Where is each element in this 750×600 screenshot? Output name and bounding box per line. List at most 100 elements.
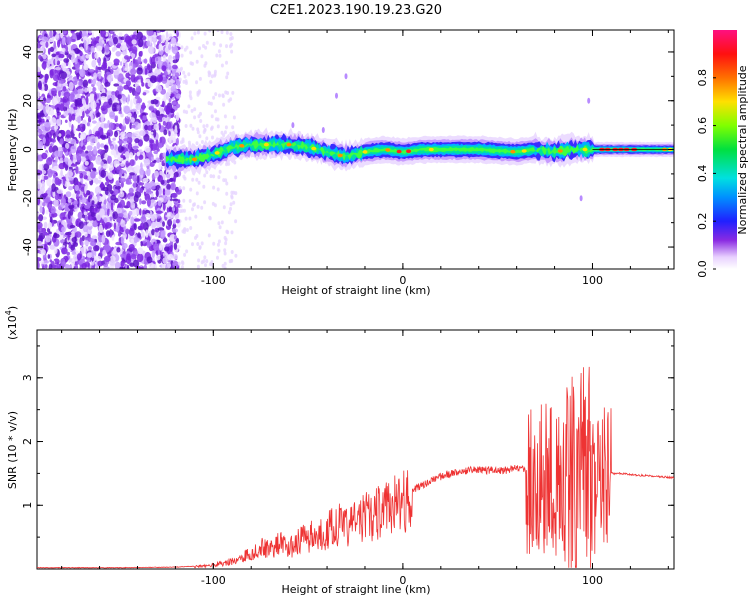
noise-speckle <box>152 98 159 105</box>
noise-speckle <box>203 173 207 178</box>
noise-speckle <box>97 179 102 184</box>
noise-speckle <box>134 95 141 100</box>
noise-speckle <box>123 138 129 142</box>
noise-speckle <box>106 208 110 217</box>
y-tick-label: 3 <box>21 374 34 381</box>
noise-speckle <box>90 170 96 179</box>
spectrogram-panel: -100 0 100 -40 -20 0 20 40 Height of straight … <box>6 29 675 297</box>
noise-speckle <box>153 243 160 251</box>
noise-speckle <box>66 216 72 225</box>
noise-speckle <box>89 94 94 103</box>
noise-speckle <box>90 113 94 121</box>
noise-speckle <box>61 36 66 46</box>
noise-speckle <box>146 167 151 177</box>
noise-speckle <box>202 184 206 189</box>
noise-speckle <box>97 58 100 63</box>
noise-speckle <box>188 93 192 98</box>
noise-speckle <box>120 99 123 103</box>
noise-speckle <box>37 257 42 262</box>
noise-speckle <box>77 211 83 220</box>
noise-speckle <box>210 74 214 79</box>
noise-speckle <box>119 136 125 140</box>
noise-speckle <box>60 62 67 70</box>
noise-speckle <box>109 30 114 35</box>
noise-speckle <box>43 221 48 229</box>
noise-speckle <box>146 213 150 217</box>
noise-speckle <box>195 191 199 196</box>
noise-speckle <box>134 191 142 198</box>
noise-speckle <box>74 57 78 65</box>
noise-speckle <box>44 196 51 203</box>
noise-speckle <box>55 34 60 39</box>
noise-speckle <box>144 146 151 153</box>
noise-speckle <box>179 209 183 214</box>
noise-speckle <box>57 146 63 152</box>
noise-speckle <box>148 105 155 111</box>
noise-speckle <box>107 66 111 70</box>
noise-speckle <box>189 50 193 55</box>
noise-speckle <box>218 53 222 58</box>
noise-speckle <box>87 86 92 92</box>
y-tick-label: -40 <box>21 238 34 256</box>
noise-speckle <box>71 237 78 243</box>
noise-speckle <box>94 255 102 262</box>
noise-speckle <box>131 124 136 129</box>
noise-speckle <box>161 34 166 43</box>
noise-speckle <box>155 57 159 62</box>
noise-speckle <box>196 204 200 209</box>
noise-speckle <box>155 110 161 117</box>
noise-speckle <box>44 75 48 84</box>
noise-speckle <box>162 202 166 211</box>
noise-speckle <box>168 43 172 51</box>
noise-speckle <box>154 53 158 58</box>
noise-speckle <box>137 247 144 255</box>
noise-speckle <box>51 53 57 58</box>
noise-speckle <box>86 136 91 142</box>
noise-speckle <box>192 203 195 207</box>
noise-speckle <box>151 250 156 258</box>
noise-speckle <box>221 93 225 98</box>
y-tick-label: 0 <box>21 146 34 153</box>
noise-speckle <box>140 113 143 120</box>
noise-speckle <box>70 138 77 145</box>
noise-speckle <box>216 242 220 247</box>
noise-speckle <box>127 112 132 118</box>
noise-speckle <box>107 95 111 99</box>
noise-speckle <box>100 154 104 160</box>
noise-speckle <box>60 71 67 80</box>
noise-speckle <box>115 51 121 57</box>
noise-speckle <box>96 213 101 221</box>
noise-speckle <box>191 242 194 247</box>
noise-speckle <box>154 170 159 178</box>
noise-speckle <box>171 37 177 46</box>
noise-speckle <box>75 166 79 175</box>
noise-speckle <box>37 132 40 136</box>
noise-speckle <box>108 97 113 106</box>
noise-speckle <box>38 214 44 222</box>
ridge-hotspot <box>191 157 197 162</box>
noise-speckle <box>119 61 123 66</box>
noise-speckle <box>180 265 184 269</box>
noise-speckle <box>58 89 61 97</box>
noise-speckle <box>97 149 104 155</box>
noise-speckle <box>172 219 176 225</box>
noise-speckle <box>181 139 185 144</box>
noise-speckle <box>119 177 126 183</box>
noise-speckle <box>139 130 146 137</box>
noise-speckle <box>150 56 157 65</box>
noise-speckle <box>88 79 91 84</box>
noise-speckle <box>133 218 141 222</box>
noise-speckle <box>196 130 200 135</box>
noise-speckle <box>133 223 137 231</box>
noise-speckle <box>125 72 130 79</box>
noise-speckle <box>91 59 97 68</box>
noise-speckle <box>213 69 217 74</box>
noise-speckle <box>64 137 72 143</box>
noise-speckle <box>234 175 238 180</box>
noise-speckle <box>100 116 104 123</box>
noise-speckle <box>153 129 157 138</box>
snr-y-ticks: 1 2 3 <box>21 345 674 538</box>
noise-speckle <box>76 153 82 161</box>
noise-speckle <box>113 70 120 76</box>
noise-speckle <box>127 94 130 102</box>
